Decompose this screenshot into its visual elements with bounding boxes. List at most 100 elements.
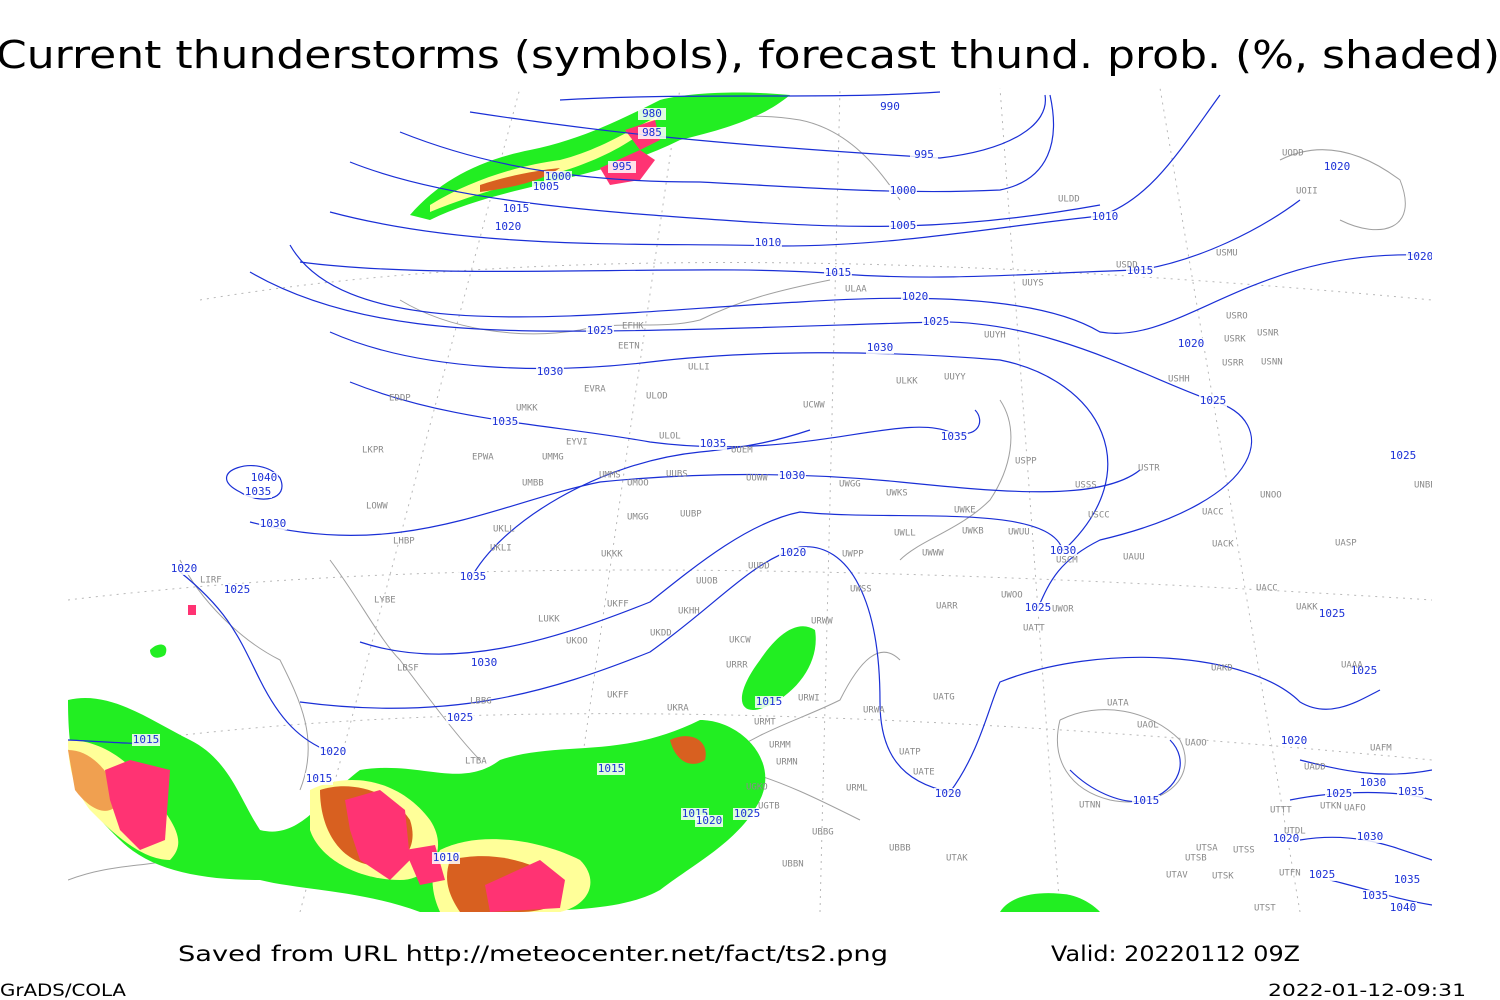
station-label: UAUU xyxy=(1123,553,1145,563)
isobar-label-gap xyxy=(1323,161,1351,173)
station-label: LOWW xyxy=(366,502,388,512)
isobar-label-gap xyxy=(1177,338,1205,350)
station-label: UAOL xyxy=(1137,721,1159,731)
station-label: UKDD xyxy=(650,629,672,639)
isobar-label-gap xyxy=(876,101,904,113)
station-label: UATE xyxy=(913,768,935,778)
station-label: UKLI xyxy=(490,544,512,554)
isobar-label: 1025 xyxy=(1390,449,1417,462)
station-label: USDD xyxy=(1116,261,1138,271)
isobar-label-gap xyxy=(1091,211,1119,223)
station-label: EETN xyxy=(618,342,640,352)
isobar-label-gap xyxy=(1393,874,1421,886)
station-label: UWPP xyxy=(842,550,864,560)
station-label: UMGG xyxy=(627,513,649,523)
isobar-label: 1030 xyxy=(260,517,287,530)
station-label: URML xyxy=(846,784,868,794)
station-label: UADD xyxy=(1304,763,1326,773)
station-label: UGKO xyxy=(746,783,768,793)
isobar-label-gap xyxy=(132,734,160,746)
isobar-label-gap xyxy=(586,325,614,337)
isobar-label-gap xyxy=(432,852,460,864)
isobar-label: 1025 xyxy=(1319,607,1346,620)
isobar-label-gap xyxy=(1049,545,1077,557)
station-label: UTSA xyxy=(1196,844,1218,854)
station-label: UUBP xyxy=(680,510,702,520)
timestamp: 2022-01-12-09:31 xyxy=(1268,981,1466,1000)
isobar-label-gap xyxy=(1397,786,1425,798)
station-label: UTFN xyxy=(1279,869,1301,879)
isobar-label-gap xyxy=(889,185,917,197)
isobar-label-gap xyxy=(491,416,519,428)
isobar-label-gap xyxy=(170,563,198,575)
isobar-label: 1030 xyxy=(1050,544,1077,557)
station-label: EFHK xyxy=(622,322,644,332)
isobar-label: 1020 xyxy=(902,290,929,303)
station-label: LKPR xyxy=(362,446,384,456)
station-label: UAAA xyxy=(1341,661,1363,671)
station-label: USRO xyxy=(1226,312,1248,322)
isobar-label: 1035 xyxy=(460,570,487,583)
station-label: ULOD xyxy=(646,392,668,402)
isobar-label: 1020 xyxy=(696,814,723,827)
isobar-label-gap xyxy=(544,171,572,183)
isobar-label-gap xyxy=(778,470,806,482)
isobar-label: 1000 xyxy=(890,184,917,197)
station-label: URWW xyxy=(811,617,833,627)
station-label: UUYS xyxy=(1022,279,1044,289)
isobar-label: 1005 xyxy=(890,219,917,232)
station-labels: UODD UOII ULDD USMU USDD ULAA UUYS USRO USRK USNR… xyxy=(200,149,1432,913)
station-label: UKLL xyxy=(493,525,515,535)
station-label: UKRA xyxy=(667,704,689,714)
station-label: UOII xyxy=(1296,187,1318,197)
station-label: EYVI xyxy=(566,438,588,448)
station-label: UWOR xyxy=(1052,605,1074,615)
isobar-label-gap xyxy=(259,518,287,530)
isobar-label-gap xyxy=(1361,890,1389,902)
isobar-label: 1030 xyxy=(471,656,498,669)
isobar-label: 1020 xyxy=(1407,250,1434,263)
station-label: UTSS xyxy=(1233,846,1255,856)
station-label: UTTT xyxy=(1270,806,1292,816)
station-label: ULAA xyxy=(845,285,867,295)
station-label: UMOO xyxy=(627,479,649,489)
station-label: UGTB xyxy=(758,802,780,812)
station-label: UACC xyxy=(1256,584,1278,594)
station-label: UASP xyxy=(1335,539,1357,549)
isobar-label: 1030 xyxy=(867,341,894,354)
station-label: LYBE xyxy=(374,596,396,606)
station-label: USSS xyxy=(1075,481,1097,491)
station-label: USCC xyxy=(1088,511,1110,521)
station-label: USCM xyxy=(1056,556,1078,566)
isobar-label-gap xyxy=(889,220,917,232)
isobar-label: 995 xyxy=(914,148,934,161)
isobar-label: 1035 xyxy=(941,430,968,443)
isobar-label-gap xyxy=(446,712,474,724)
station-label: UTSB xyxy=(1185,854,1207,864)
isobar-label-gap xyxy=(1359,777,1387,789)
isobar-label: 1030 xyxy=(1360,776,1387,789)
isobar-label-gap xyxy=(532,181,560,193)
isobar-label: 1020 xyxy=(780,546,807,559)
isobar-label: 1015 xyxy=(825,266,852,279)
station-label: UMMG xyxy=(542,453,564,463)
isobar-label: 1015 xyxy=(756,695,783,708)
isobar-label: 1025 xyxy=(1351,664,1378,677)
isobar-label-gap xyxy=(1132,795,1160,807)
station-label: ULKK xyxy=(896,377,918,387)
isobar-label-gap xyxy=(502,203,530,215)
isobar-label-gap xyxy=(824,267,852,279)
isobar-label-gap xyxy=(1356,831,1384,843)
station-label: ULDD xyxy=(1058,195,1080,205)
isobar-label: 1020 xyxy=(171,562,198,575)
station-label: UKFF xyxy=(607,691,629,701)
isobar-label-gap xyxy=(608,161,636,173)
station-label: UBBG xyxy=(812,828,834,838)
isobar-label-gap xyxy=(940,431,968,443)
isobar-label-gap xyxy=(733,808,761,820)
isobar-label: 1010 xyxy=(1092,210,1119,223)
isobar-label-gap xyxy=(1350,665,1378,677)
station-label: UTAV xyxy=(1166,871,1188,881)
isobar-label: 1035 xyxy=(1362,889,1389,902)
